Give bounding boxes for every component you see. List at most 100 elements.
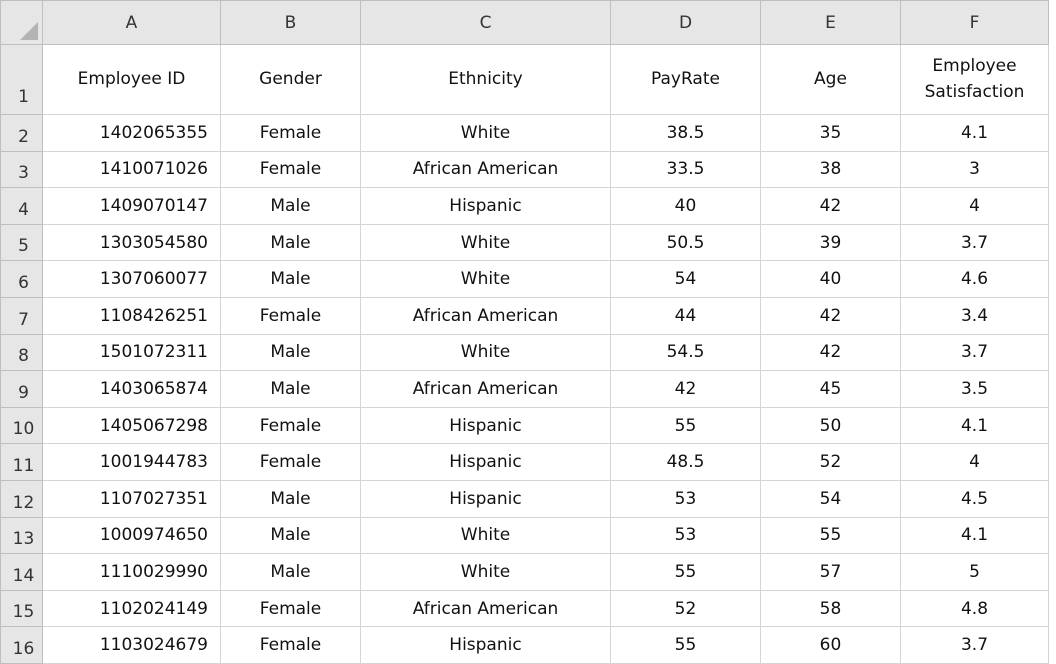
cell: 4.6 [900,260,1049,298]
cell: Male [220,260,361,298]
cell: Female [220,443,361,481]
column-header: B [220,0,361,45]
row: 16 1103024679 Female Hispanic 55 60 3.7 [0,626,1049,664]
row: 12 1107027351 Male Hispanic 53 54 4.5 [0,479,1049,518]
cell: 4 [900,443,1049,481]
cell: 40 [760,260,901,298]
cell: White [360,260,611,298]
cell: 3.7 [900,223,1049,262]
row-number: 6 [0,260,43,298]
cell: 3.7 [900,333,1049,372]
row-number: 5 [0,223,43,262]
cell: Female [220,296,361,335]
cell: 52 [610,589,761,628]
cell: 42 [760,296,901,335]
cell: 1303054580 [42,223,221,262]
row: 11 1001944783 Female Hispanic 48.5 52 4 [0,443,1049,481]
row-number: 8 [0,333,43,372]
cell: 1402065355 [42,114,221,152]
cell: 5 [900,553,1049,591]
cell: White [360,114,611,152]
cell: 48.5 [610,443,761,481]
cell: 1307060077 [42,260,221,298]
row: 15 1102024149 Female African American 52 58 4.… [0,589,1049,628]
row: 6 1307060077 Male White 54 40 4.6 [0,260,1049,298]
header-cell: Age [760,44,901,115]
cell: 1103024679 [42,626,221,664]
cell: 42 [760,187,901,225]
cell: African American [360,150,611,189]
header-cell: Ethnicity [360,44,611,115]
cell: 57 [760,553,901,591]
cell: Hispanic [360,187,611,225]
cell: 35 [760,114,901,152]
cell: 53 [610,516,761,555]
cell: African American [360,296,611,335]
cell: 55 [610,406,761,445]
cell: 39 [760,223,901,262]
column-header: A [42,0,221,45]
cell: 1410071026 [42,150,221,189]
row-number: 7 [0,296,43,335]
cell: Male [220,187,361,225]
cell: White [360,223,611,262]
row: 4 1409070147 Male Hispanic 40 42 4 [0,187,1049,225]
cell: Hispanic [360,479,611,518]
row-number: 12 [0,479,43,518]
row: 3 1410071026 Female African American 33.5 38 3 [0,150,1049,189]
row-number: 4 [0,187,43,225]
cell: 1403065874 [42,370,221,408]
cell: 1110029990 [42,553,221,591]
cell: Male [220,553,361,591]
cell: White [360,553,611,591]
cell: 1000974650 [42,516,221,555]
cell: 1409070147 [42,187,221,225]
cell: 3.7 [900,626,1049,664]
row: 14 1110029990 Male White 55 57 5 [0,553,1049,591]
header-cell: Employee Satisfaction [900,44,1049,115]
row: 5 1303054580 Male White 50.5 39 3.7 [0,223,1049,262]
cell: 1001944783 [42,443,221,481]
cell: Female [220,589,361,628]
header-cell: PayRate [610,44,761,115]
column-header: E [760,0,901,45]
row-number: 3 [0,150,43,189]
cell: 1108426251 [42,296,221,335]
header-cell: Gender [220,44,361,115]
cell: African American [360,370,611,408]
select-all[interactable] [0,0,43,45]
cell: 54.5 [610,333,761,372]
row: 9 1403065874 Male African American 42 45 3.5 [0,370,1049,408]
cell: 33.5 [610,150,761,189]
cell: 50.5 [610,223,761,262]
cell: 1102024149 [42,589,221,628]
row: 7 1108426251 Female African American 44 42 3.4 [0,296,1049,335]
cell: 4.5 [900,479,1049,518]
cell: 3.5 [900,370,1049,408]
header-cell: Employee ID [42,44,221,115]
cell: Hispanic [360,406,611,445]
cell: 3 [900,150,1049,189]
cell: 1107027351 [42,479,221,518]
cell: 40 [610,187,761,225]
cell: 54 [760,479,901,518]
cell: Female [220,626,361,664]
row-number: 1 [0,44,43,115]
row-number: 2 [0,114,43,152]
row-number: 16 [0,626,43,664]
cell: 50 [760,406,901,445]
corner-triangle [20,22,38,40]
cell: 54 [610,260,761,298]
cell: 1405067298 [42,406,221,445]
row: 8 1501072311 Male White 54.5 42 3.7 [0,333,1049,372]
row-number: 9 [0,370,43,408]
row: 13 1000974650 Male White 53 55 4.1 [0,516,1049,555]
cell: 3.4 [900,296,1049,335]
cell: 42 [760,333,901,372]
row-number: 10 [0,406,43,445]
cell: 42 [610,370,761,408]
cell: Female [220,150,361,189]
